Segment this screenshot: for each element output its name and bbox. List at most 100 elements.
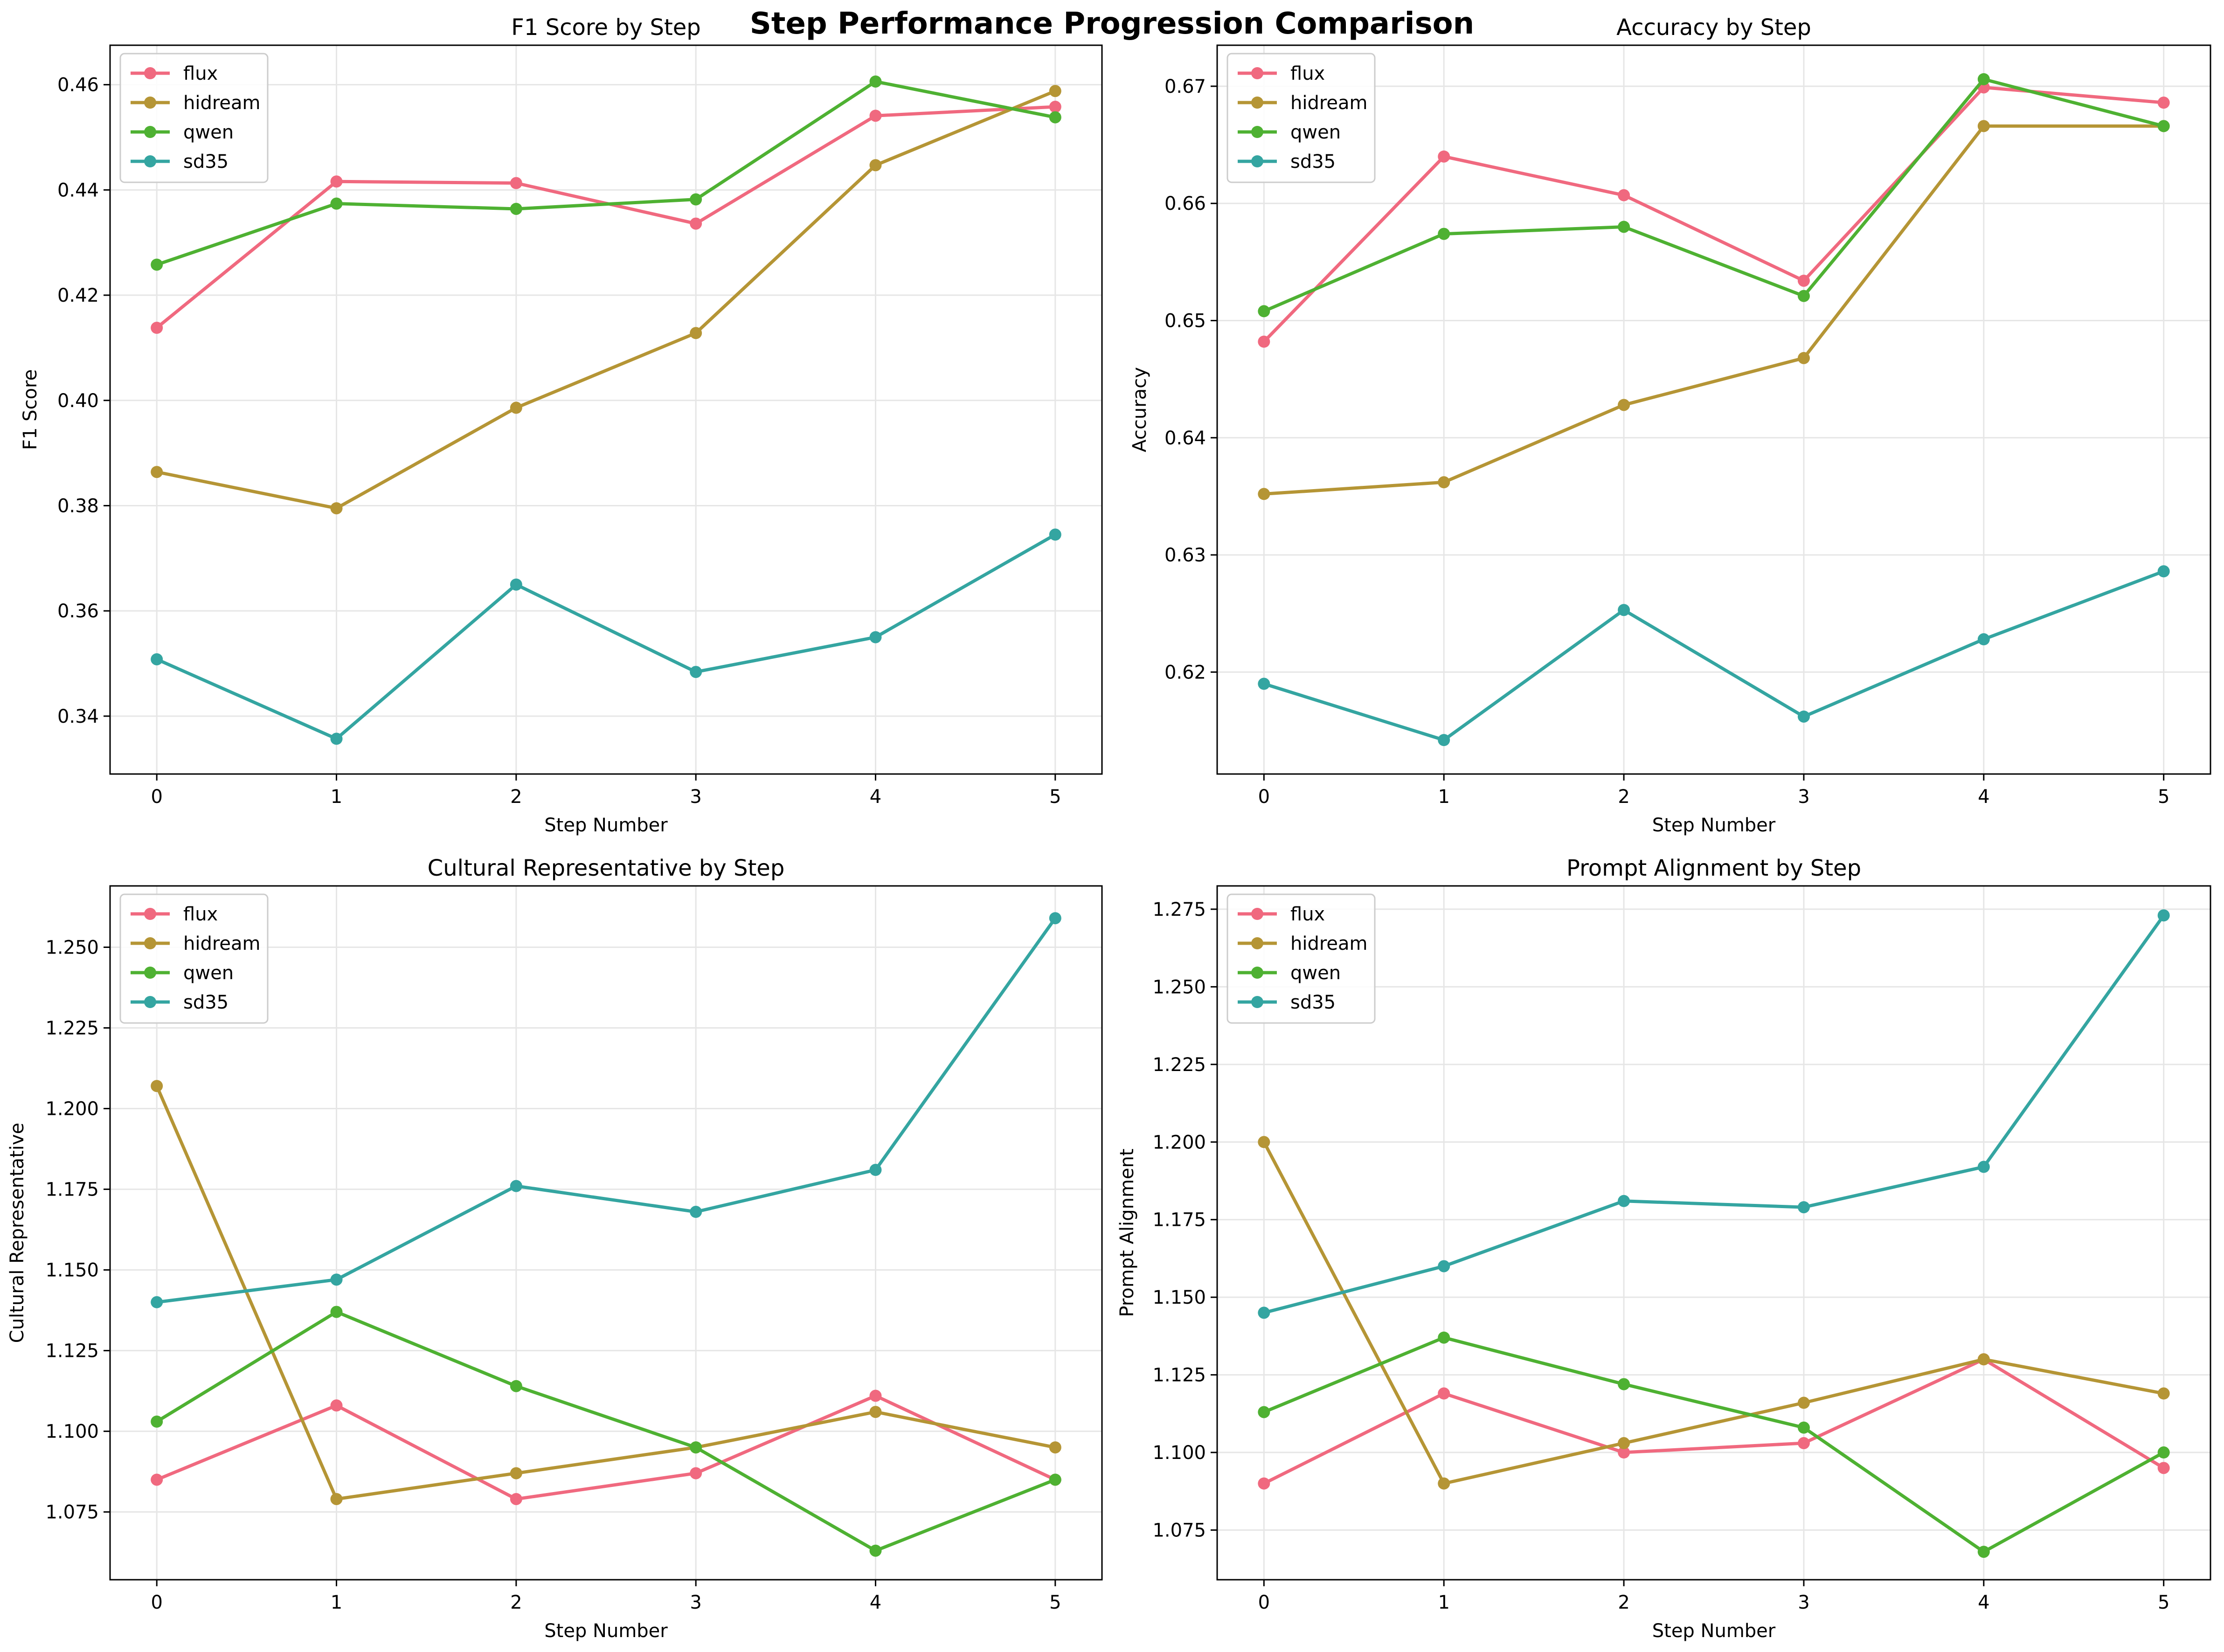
data-point-sd35 (1977, 633, 1990, 646)
data-point-flux (1618, 189, 1630, 201)
legend: flux hidream qwen sd35 (119, 893, 269, 1024)
x-tick-label: 1 (331, 1592, 342, 1613)
x-tick-label: 2 (510, 1592, 522, 1613)
legend-label-hidream: hidream (1290, 92, 1368, 114)
x-tick-label: 1 (331, 786, 342, 808)
legend-marker-flux (144, 908, 156, 920)
legend-label-sd35: sd35 (183, 992, 229, 1013)
data-point-hidream (330, 502, 343, 515)
data-point-qwen (1618, 221, 1630, 233)
data-point-sd35 (1258, 1306, 1270, 1319)
y-tick-label: 1.175 (1152, 1210, 1206, 1231)
legend-marker-flux (1251, 908, 1263, 920)
data-point-hidream (1797, 1396, 1810, 1409)
series-line-flux (156, 1394, 1056, 1501)
subplot-4: 0 1 2 3 4 5 1.075 1.100 1.125 1.150 1.175 1.200 1.22… (1116, 855, 2211, 1642)
legend-marker-hidream (1251, 937, 1263, 949)
legend-label-qwen: qwen (1290, 122, 1341, 143)
x-tick-label: 1 (1438, 1592, 1449, 1613)
data-point-qwen (1438, 228, 1450, 240)
y-tick-label: 0.67 (1164, 76, 1206, 97)
data-point-flux (151, 322, 163, 334)
data-point-flux (510, 1493, 522, 1505)
data-point-hidream (1258, 488, 1270, 500)
y-tick-label: 1.125 (1152, 1365, 1206, 1386)
data-point-qwen (1049, 1473, 1061, 1486)
legend-marker-qwen (144, 126, 156, 138)
data-point-sd35 (1438, 734, 1450, 747)
data-point-flux (690, 1467, 702, 1479)
y-tick-label: 0.42 (57, 285, 99, 306)
y-tick-label: 1.250 (1152, 976, 1206, 998)
data-point-hidream (1977, 120, 1990, 132)
data-point-hidream (1438, 476, 1450, 489)
y-tick-label: 0.66 (1164, 193, 1206, 214)
data-point-qwen (1049, 111, 1061, 124)
x-tick-label: 4 (870, 1592, 881, 1613)
data-point-hidream (510, 401, 522, 414)
data-point-sd35 (151, 1296, 163, 1308)
y-tick-label: 0.40 (57, 390, 99, 412)
data-point-sd35 (1049, 912, 1061, 925)
data-point-flux (1797, 275, 1810, 287)
subplot-title: Prompt Alignment by Step (1566, 855, 1861, 881)
x-tick-label: 4 (870, 786, 881, 808)
data-point-hidream (869, 159, 882, 172)
y-tick-label: 1.075 (45, 1502, 99, 1523)
legend-label-flux: flux (1290, 63, 1325, 84)
x-axis-label: Step Number (544, 815, 668, 836)
data-point-sd35 (1438, 1260, 1450, 1272)
data-point-qwen (151, 1415, 163, 1428)
plot-frame (1216, 885, 2211, 1581)
figure-title: Step Performance Progression Comparison (749, 7, 1475, 41)
data-point-flux (2157, 1462, 2170, 1474)
y-tick-label: 1.200 (1152, 1132, 1206, 1153)
data-point-flux (330, 1399, 343, 1412)
series-line-hidream (1264, 124, 2164, 496)
data-point-qwen (1258, 1406, 1270, 1418)
x-tick-label: 4 (1978, 786, 1989, 808)
subplot-title: Cultural Representative by Step (428, 855, 785, 881)
y-tick-label: 1.175 (45, 1179, 99, 1201)
data-point-sd35 (510, 1180, 522, 1192)
data-point-hidream (690, 327, 702, 339)
legend-label-flux: flux (183, 63, 218, 84)
data-point-sd35 (510, 578, 522, 591)
y-tick-label: 1.200 (45, 1099, 99, 1120)
plot-frame (109, 44, 1103, 775)
x-tick-label: 3 (1798, 786, 1809, 808)
data-point-qwen (330, 1306, 343, 1318)
y-tick-label: 0.63 (1164, 545, 1206, 566)
data-point-sd35 (2157, 565, 2170, 578)
subplot-1: 0 1 2 3 4 5 0.34 0.36 0.38 0.40 0.42 0.44 0.46 F1 Sco… (20, 14, 1103, 836)
x-tick-label: 5 (2158, 786, 2169, 808)
data-point-qwen (869, 75, 882, 88)
data-point-flux (330, 175, 343, 188)
y-tick-label: 0.62 (1164, 662, 1206, 683)
plot-frame (1216, 44, 2211, 775)
series-line-qwen (156, 80, 1056, 266)
data-point-flux (510, 177, 522, 189)
legend-marker-qwen (1251, 967, 1263, 979)
y-tick-label: 1.100 (45, 1421, 99, 1443)
x-tick-label: 5 (2158, 1592, 2169, 1613)
y-tick-label: 1.075 (1152, 1520, 1206, 1541)
data-point-qwen (1258, 305, 1270, 318)
x-tick-label: 3 (690, 786, 701, 808)
series-line-flux (1262, 85, 2164, 343)
data-point-hidream (1049, 1441, 1061, 1454)
data-point-hidream (151, 1080, 163, 1092)
y-tick-label: 1.150 (45, 1260, 99, 1281)
data-point-sd35 (330, 733, 343, 745)
legend-box (119, 53, 269, 183)
data-point-flux (869, 1389, 882, 1402)
x-tick-label: 1 (1438, 786, 1449, 808)
legend-marker-hidream (144, 937, 156, 949)
data-point-flux (1258, 1477, 1270, 1490)
data-point-flux (1438, 1387, 1450, 1400)
x-tick-label: 0 (1258, 786, 1270, 808)
data-point-qwen (1618, 1378, 1630, 1390)
data-point-flux (1258, 335, 1270, 348)
legend-label-hidream: hidream (1290, 933, 1368, 954)
legend-marker-sd35 (1251, 155, 1263, 167)
